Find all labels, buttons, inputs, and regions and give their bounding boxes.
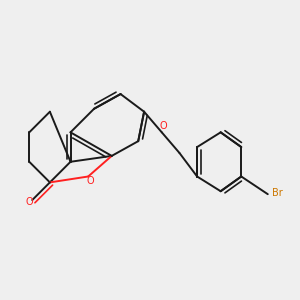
Text: Br: Br <box>272 188 283 198</box>
Text: O: O <box>159 121 167 131</box>
Text: O: O <box>87 176 94 186</box>
Text: O: O <box>26 196 33 206</box>
